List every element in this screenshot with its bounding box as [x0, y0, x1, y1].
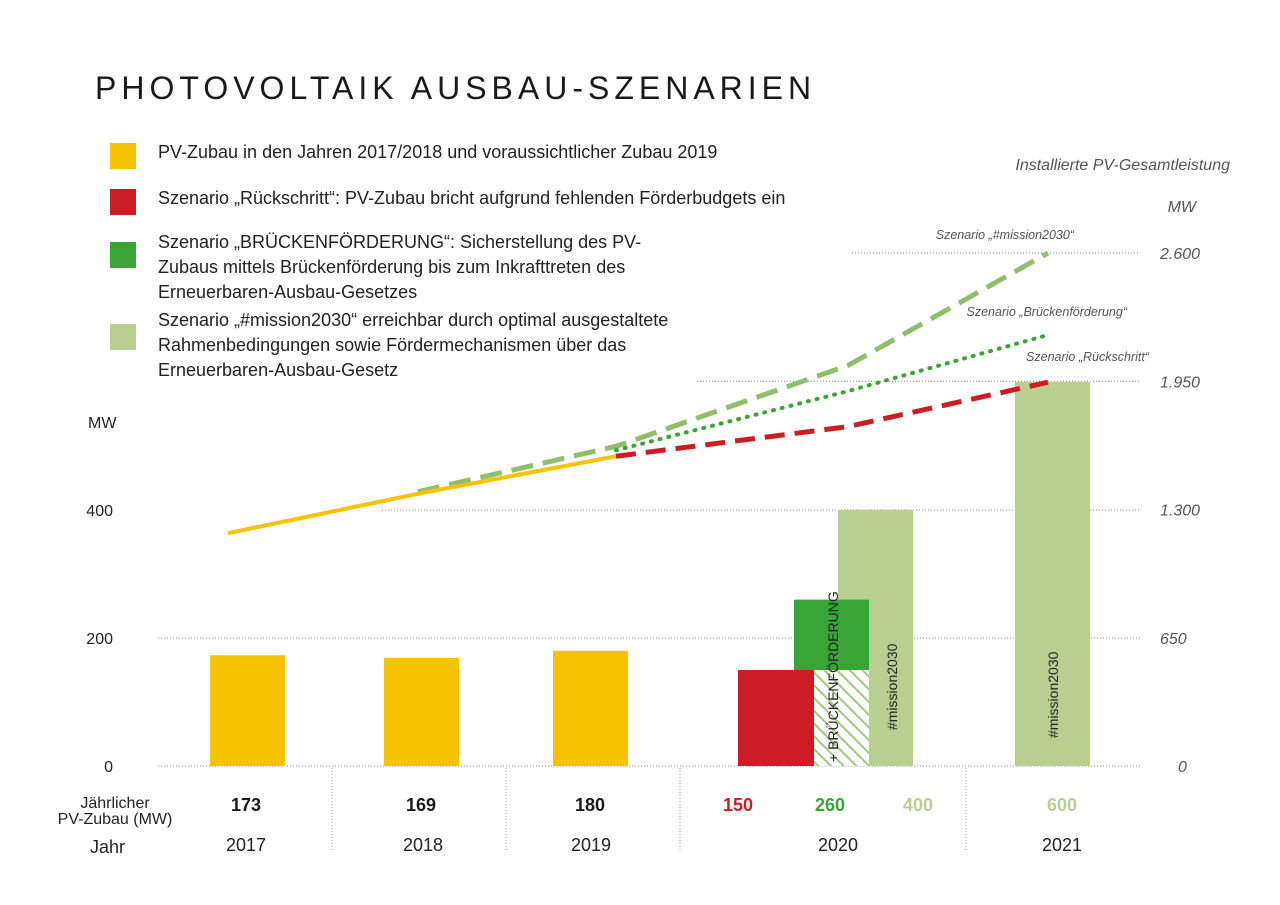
value-label-2019-historic: 180 [575, 795, 605, 815]
bar-2020-brueckenfoerderung [794, 599, 869, 670]
year-label-2018: 2018 [403, 835, 443, 855]
chart-title: PHOTOVOLTAIK AUSBAU-SZENARIEN [95, 70, 817, 106]
left-tick-label: 200 [86, 631, 113, 648]
left-tick-label: 400 [86, 503, 113, 520]
legend-item-historic: PV-Zubau in den Jahren 2017/2018 und vor… [110, 140, 808, 169]
line-brueckenfoerderung [614, 332, 1050, 453]
row-header-annual-line1: Jährlicher [80, 795, 150, 812]
right-tick-label: 1.950 [1160, 374, 1200, 391]
left-tick-label: 0 [104, 759, 113, 776]
row-header-annual-line2: PV-Zubau (MW) [58, 811, 173, 828]
right-tick-label: 2.600 [1159, 246, 1200, 263]
line-mission2030 [417, 250, 1050, 495]
bar-text-bruecke: + BRÜCKENFÖRDERUNG [824, 591, 841, 762]
right-tick-label: 0 [1178, 759, 1187, 776]
legend-item-mission: Szenario „#mission2030“ erreichbar durch… [110, 308, 693, 383]
row-header-year: Jahr [90, 837, 125, 857]
bar-text-mission-2020: #mission2030 [884, 643, 900, 730]
year-label-2019: 2019 [571, 835, 611, 855]
right-axis-unit: MW [1168, 199, 1198, 216]
value-label-2020-mission2030: 400 [903, 795, 933, 815]
bar-2021-mission2030 [1015, 382, 1090, 766]
right-tick-label: 1.300 [1160, 503, 1200, 520]
right-tick-label: 650 [1160, 631, 1187, 648]
year-label-2021: 2021 [1042, 835, 1082, 855]
bar-2019-historic [553, 650, 628, 766]
line-rueckschritt [615, 379, 1049, 459]
legend-text-mission: Szenario „#mission2030“ erreichbar durch… [158, 310, 669, 380]
year-label-2020: 2020 [818, 835, 858, 855]
legend-item-rueckschritt: Szenario „Rückschritt“: PV-Zubau bricht … [110, 186, 818, 215]
line-historic [227, 454, 617, 536]
legend-text-bruecke: Szenario „BRÜCKENFÖRDERUNG“: Sicherstell… [158, 232, 642, 302]
bar-2018-historic [384, 657, 459, 766]
value-label-2018-historic: 169 [406, 795, 436, 815]
bar-2020-rueckschritt [738, 670, 814, 766]
legend-swatch-historic [110, 143, 136, 169]
value-label-2020-brueckenfoerderung: 260 [815, 795, 845, 815]
bar-text-mission-2021: #mission2030 [1045, 651, 1061, 738]
scenario-label-rueckschritt: Szenario „Rückschritt“ [1026, 350, 1150, 364]
value-label-2017-historic: 173 [231, 795, 261, 815]
value-label-2020-rueckschritt: 150 [723, 795, 753, 815]
bar-2017-historic [210, 655, 285, 766]
scenario-label-bruecke: Szenario „Brückenförderung“ [967, 305, 1128, 319]
right-axis-title: Installierte PV-Gesamtleistung [1015, 157, 1230, 174]
legend-swatch-rueckschritt [110, 189, 136, 215]
legend-text-historic: PV-Zubau in den Jahren 2017/2018 und vor… [158, 142, 718, 162]
scenario-label-mission: Szenario „#mission2030“ [936, 228, 1075, 242]
legend-text-rueckschritt: Szenario „Rückschritt“: PV-Zubau bricht … [158, 188, 786, 208]
value-label-2021-mission2030: 600 [1047, 795, 1077, 815]
legend-swatch-mission [110, 324, 136, 350]
left-axis-unit: MW [88, 415, 117, 432]
legend-item-bruecke: Szenario „BRÜCKENFÖRDERUNG“: Sicherstell… [110, 230, 693, 305]
legend-swatch-bruecke [110, 242, 136, 268]
year-label-2017: 2017 [226, 835, 266, 855]
bar-2020-brueckenfoerderung-hatch [814, 670, 869, 766]
